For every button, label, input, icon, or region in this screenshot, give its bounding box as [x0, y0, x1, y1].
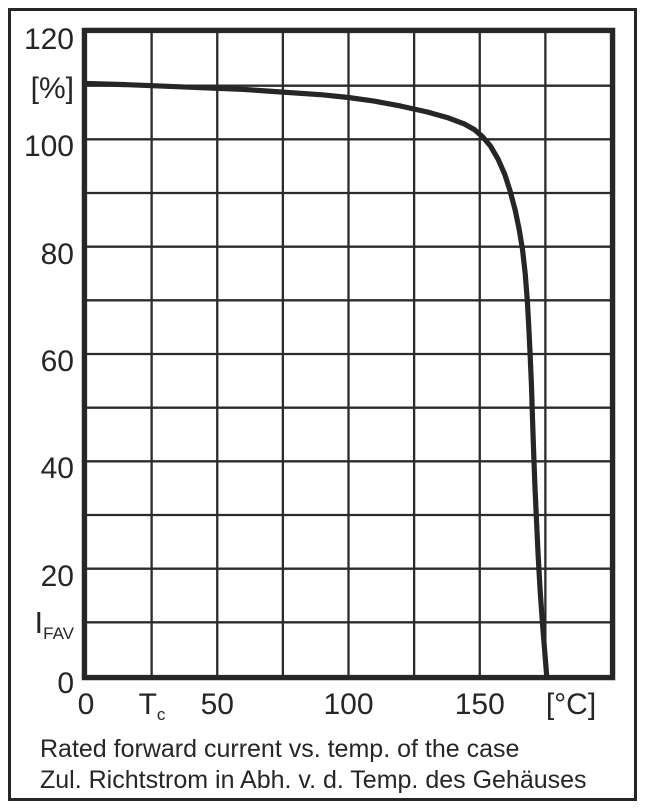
derating-curve [83, 80, 550, 679]
x-symbol-main: T [138, 688, 157, 721]
y-tick-label-80: 80 [40, 237, 74, 271]
x-tick-label-50: 50 [200, 688, 234, 721]
x-tick-label-0: 0 [77, 688, 95, 721]
x-axis-unit-label: [°C] [545, 688, 597, 721]
x-symbol-subscript: c [156, 705, 166, 724]
y-axis-unit-label: [%] [30, 72, 74, 105]
y-tick-label-40: 40 [40, 452, 74, 486]
x-tick-label-100: 100 [323, 688, 374, 721]
y-tick-label-100: 100 [23, 130, 74, 164]
y-tick-label-20: 20 [40, 559, 74, 593]
y-axis-symbol: IFAV [0, 605, 75, 645]
caption-english: Rated forward current vs. temp. of the c… [40, 735, 520, 763]
x-axis-symbol: Tc [107, 688, 197, 726]
plot-border [81, 27, 616, 681]
y-symbol-subscript: FAV [43, 624, 74, 643]
y-tick-label-0: 0 [57, 667, 74, 700]
y-tick-label-60: 60 [40, 345, 74, 378]
caption-german: Zul. Richtstrom in Abh. v. d. Temp. des … [40, 766, 587, 794]
x-tick-label-150: 150 [454, 688, 505, 721]
y-symbol-main: I [34, 605, 44, 640]
y-tick-label-120: 120 [23, 23, 74, 56]
